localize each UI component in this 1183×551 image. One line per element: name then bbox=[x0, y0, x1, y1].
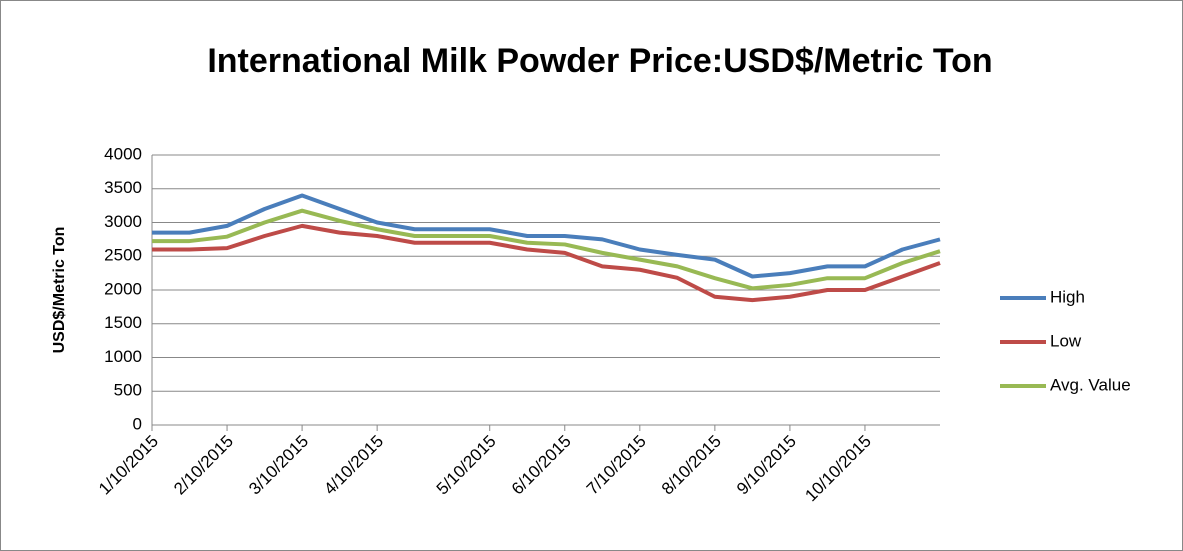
x-tick-label: 8/10/2015 bbox=[658, 432, 725, 499]
x-tick-label: 4/10/2015 bbox=[320, 432, 387, 499]
x-tick-label: 9/10/2015 bbox=[733, 432, 800, 499]
x-tick-label: 2/10/2015 bbox=[170, 432, 237, 499]
y-tick-label: 3000 bbox=[104, 212, 142, 231]
legend-label: High bbox=[1050, 287, 1085, 306]
x-tick-label: 10/10/2015 bbox=[801, 432, 875, 506]
x-tick-label: 1/10/2015 bbox=[95, 432, 162, 499]
y-tick-label: 2000 bbox=[104, 279, 142, 298]
y-tick-label: 4000 bbox=[104, 144, 142, 163]
x-tick-label: 7/10/2015 bbox=[583, 432, 650, 499]
x-tick-label: 5/10/2015 bbox=[433, 432, 500, 499]
series-line bbox=[152, 208, 941, 291]
legend-label: Avg. Value bbox=[1050, 375, 1131, 394]
y-tick-label: 500 bbox=[114, 381, 142, 400]
legend-label: Low bbox=[1050, 331, 1082, 350]
y-tick-label: 3500 bbox=[104, 178, 142, 197]
x-tick-label: 3/10/2015 bbox=[245, 432, 312, 499]
y-tick-label: 1500 bbox=[104, 313, 142, 332]
x-tick-label: 6/10/2015 bbox=[508, 432, 575, 499]
y-tick-label: 1000 bbox=[104, 347, 142, 366]
y-axis-label: USD$/Metric Ton bbox=[51, 227, 68, 354]
series-line bbox=[152, 193, 941, 279]
series-line bbox=[152, 223, 941, 303]
y-tick-label: 0 bbox=[133, 414, 142, 433]
chart-title: International Milk Powder Price:USD$/Met… bbox=[207, 42, 993, 80]
y-tick-label: 2500 bbox=[104, 246, 142, 265]
